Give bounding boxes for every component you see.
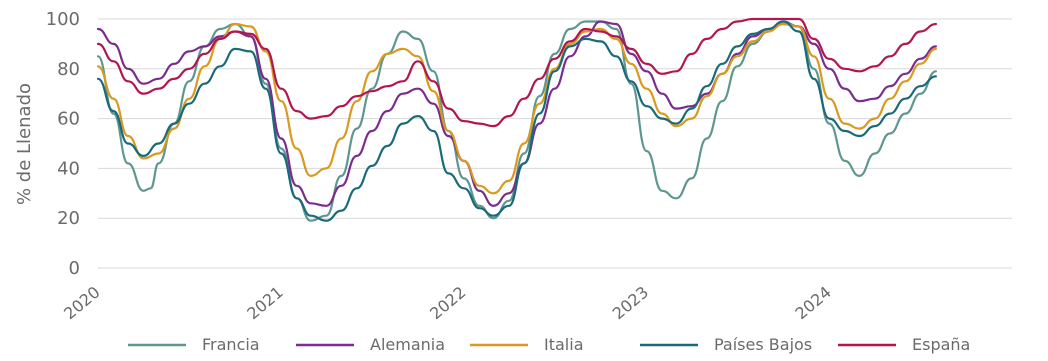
x-tick-label: 2022 bbox=[426, 283, 469, 324]
legend-label-italia: Italia bbox=[544, 335, 584, 354]
x-axis-ticks: 2020 2021 2022 2023 2024 bbox=[60, 283, 835, 324]
legend-label-alemania: Alemania bbox=[370, 335, 445, 354]
x-tick-label: 2024 bbox=[791, 283, 834, 324]
y-axis-ticks: 0 20 40 60 80 100 bbox=[46, 9, 80, 279]
x-tick-label: 2023 bbox=[609, 283, 652, 324]
series-line-espana bbox=[96, 17, 937, 128]
y-tick-label: 0 bbox=[69, 258, 80, 279]
y-tick-label: 100 bbox=[46, 9, 80, 30]
gridlines bbox=[98, 18, 1012, 269]
y-axis-title: % de Llenado bbox=[14, 83, 35, 205]
legend-label-francia: Francia bbox=[202, 335, 260, 354]
y-tick-label: 80 bbox=[57, 59, 80, 80]
x-tick-label: 2021 bbox=[243, 283, 286, 324]
legend-label-espana: España bbox=[912, 335, 970, 354]
y-tick-label: 20 bbox=[57, 208, 80, 229]
series-line-paises-bajos bbox=[96, 20, 937, 222]
x-tick-label: 2020 bbox=[60, 283, 103, 324]
series-lines bbox=[96, 17, 937, 222]
legend-label-paises-bajos: Países Bajos bbox=[714, 335, 812, 354]
series-line-italia bbox=[96, 22, 937, 195]
legend: Francia Alemania Italia Países Bajos España bbox=[128, 335, 970, 354]
y-tick-label: 40 bbox=[57, 158, 80, 179]
y-tick-label: 60 bbox=[57, 109, 80, 130]
